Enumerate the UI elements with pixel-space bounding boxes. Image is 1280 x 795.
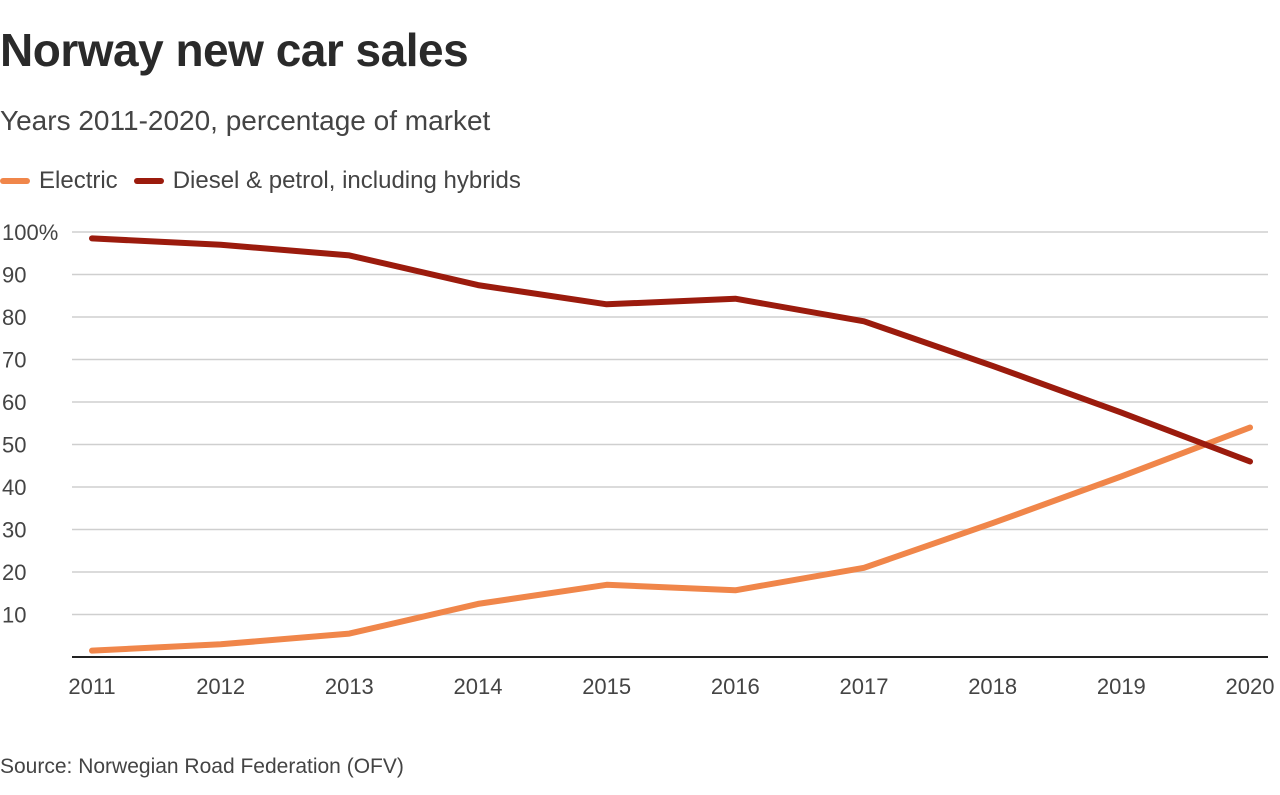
y-tick-label: 50 (2, 433, 26, 458)
y-tick-label: 10 (2, 603, 26, 628)
x-tick-label: 2016 (711, 674, 760, 699)
legend-label-diesel-petrol: Diesel & petrol, including hybrids (172, 167, 521, 194)
legend-swatch-electric (0, 178, 30, 184)
chart-title: Norway new car sales (0, 24, 469, 76)
x-tick-label: 2020 (1226, 674, 1275, 699)
y-axis-ticks: 10 20 30 40 50 60 70 80 90 100% (2, 220, 58, 628)
x-tick-label: 2017 (840, 674, 889, 699)
y-tick-label: 80 (2, 305, 26, 330)
x-tick-label: 2014 (454, 674, 503, 699)
x-tick-label: 2019 (1097, 674, 1146, 699)
x-tick-label: 2018 (968, 674, 1017, 699)
chart-subtitle: Years 2011-2020, percentage of market (0, 105, 491, 136)
x-tick-label: 2012 (196, 674, 245, 699)
gridlines (72, 231, 1268, 616)
y-tick-label: 30 (2, 518, 26, 543)
legend-item-diesel-petrol: Diesel & petrol, including hybrids (133, 167, 521, 195)
x-tick-label: 2015 (582, 674, 631, 699)
series-lines (89, 235, 1253, 654)
legend-label-electric: Electric (39, 167, 118, 194)
chart-legend: Electric Diesel & petrol, including hybr… (0, 165, 537, 197)
series-line-diesel-petrol (89, 235, 1253, 465)
series-line-electric (89, 424, 1253, 654)
y-tick-label: 40 (2, 475, 26, 500)
x-axis-ticks: 2011 2012 2013 2014 2015 2016 2017 2018 2019 2020 (68, 674, 1274, 699)
x-tick-label: 2013 (325, 674, 374, 699)
source-note: Source: Norwegian Road Federation (OFV) (0, 755, 404, 778)
y-tick-label: 20 (2, 560, 26, 585)
legend-item-electric: Electric (0, 167, 118, 195)
x-tick-label: 2011 (68, 674, 115, 699)
legend-swatch-diesel-petrol (133, 178, 164, 184)
y-tick-label: 70 (2, 348, 26, 373)
y-tick-label: 100% (2, 220, 58, 245)
y-tick-label: 60 (2, 390, 26, 415)
y-tick-label: 90 (2, 263, 26, 288)
